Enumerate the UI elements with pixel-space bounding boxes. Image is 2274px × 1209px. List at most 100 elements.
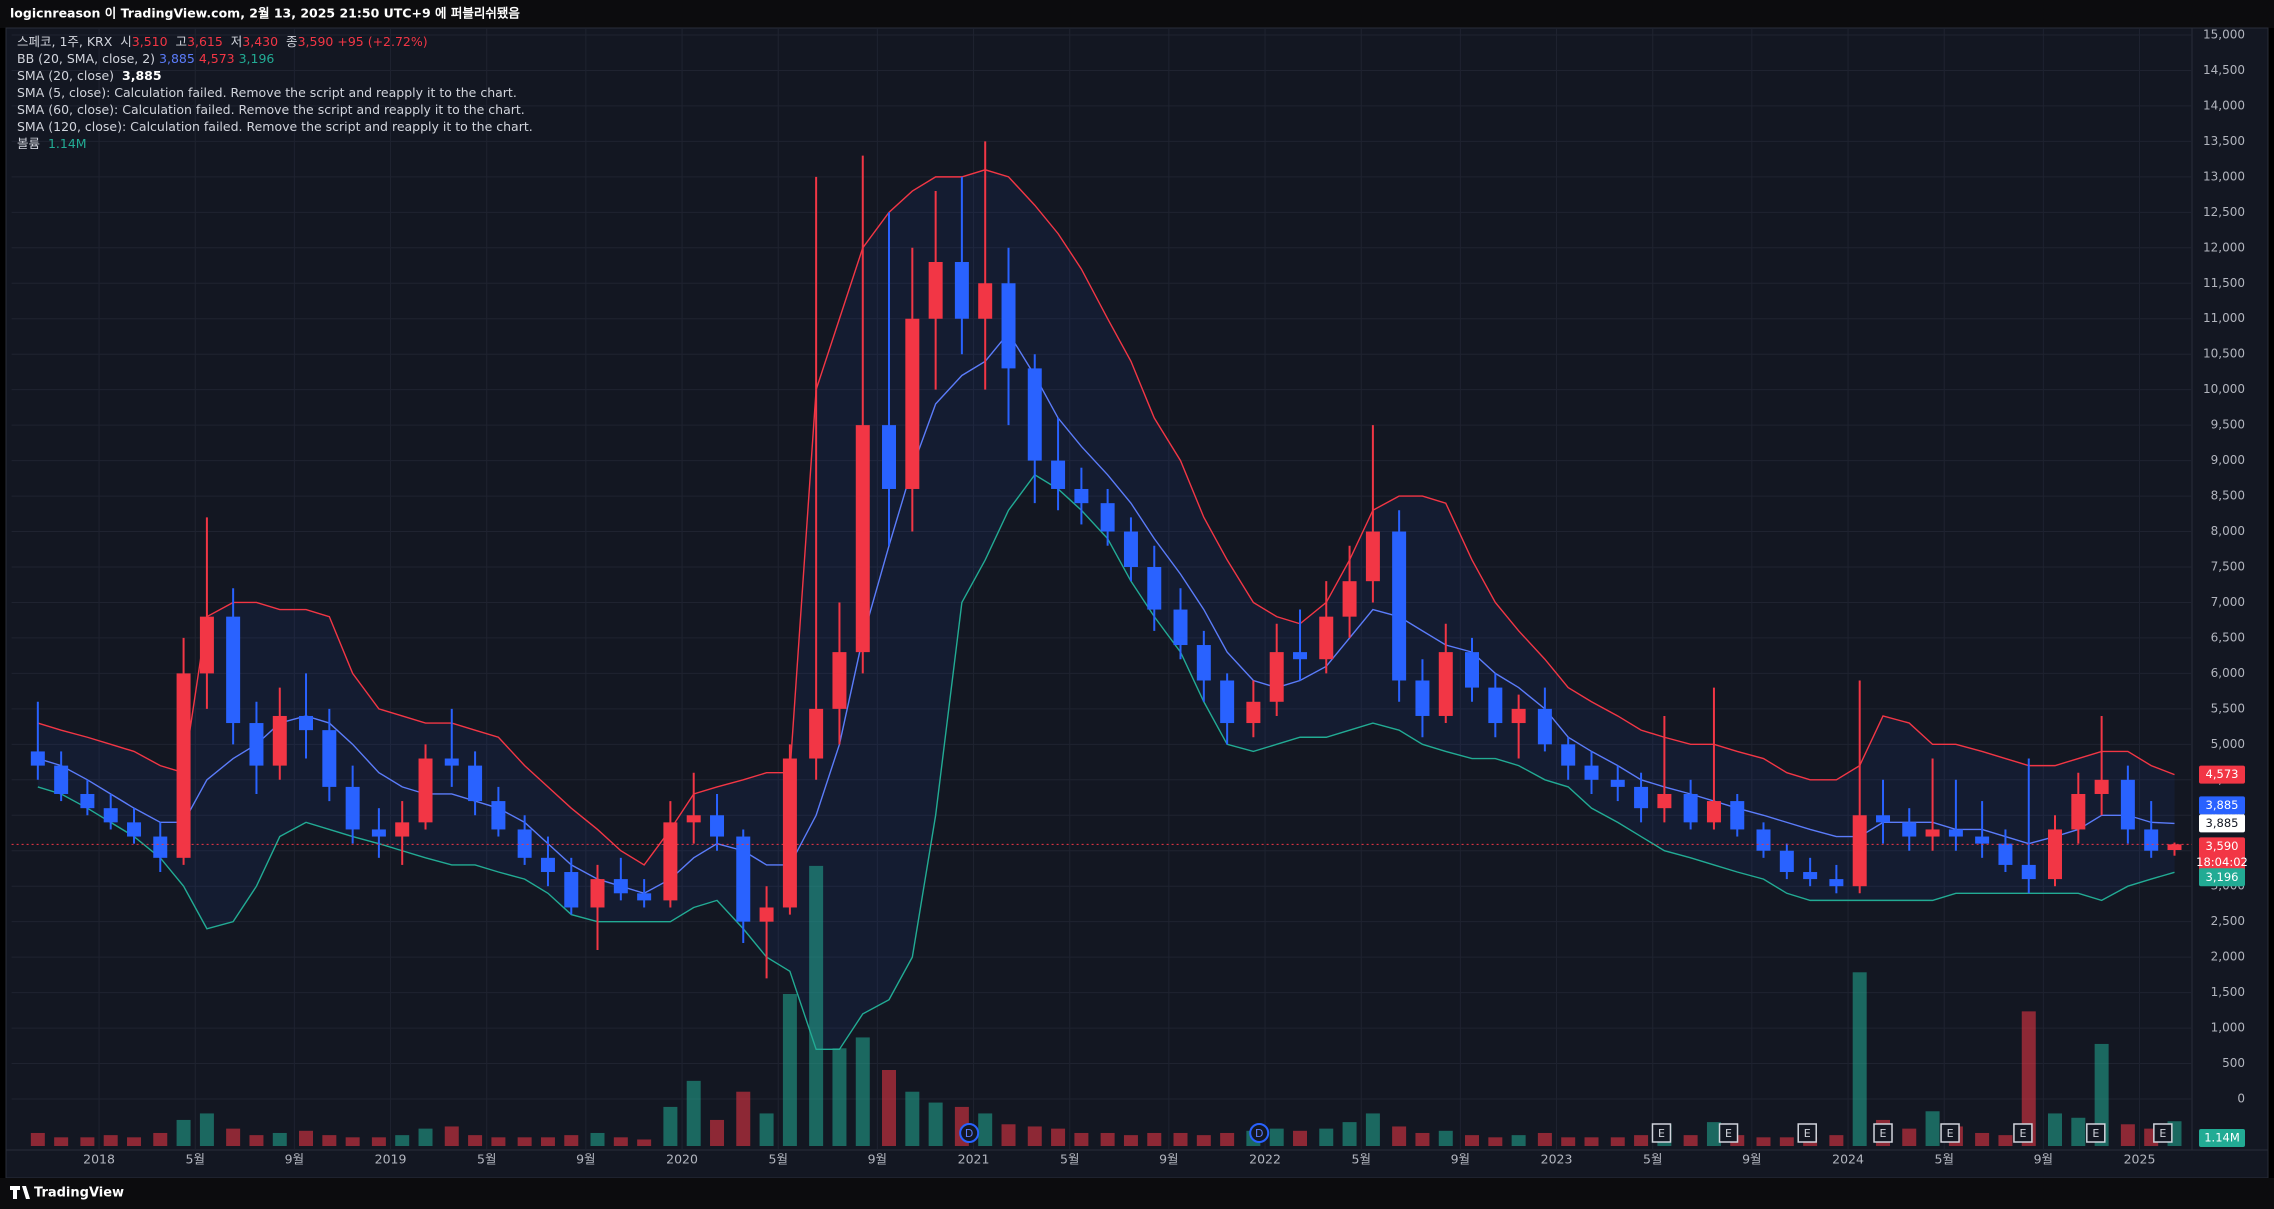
candle-body (2048, 829, 2062, 880)
x-tick-label: 9월 (2034, 1152, 2053, 1167)
candle-body (710, 815, 725, 837)
candle-body (1683, 793, 1698, 823)
candle-body (418, 758, 433, 823)
event-label: D (1255, 1127, 1263, 1140)
volume-bar (272, 1132, 287, 1146)
volume-bar (809, 865, 824, 1146)
volume-bar (2021, 1011, 2036, 1146)
candle-body (153, 836, 168, 858)
volume-bar (928, 1102, 943, 1146)
y-tick-label: 500 (2222, 1056, 2245, 1070)
volume-bar (978, 1113, 993, 1146)
candle-body (199, 616, 214, 674)
y-tick-label: 6,500 (2211, 630, 2245, 644)
volume-bar (468, 1135, 483, 1146)
volume-bar (1027, 1126, 1042, 1146)
volume-bar (1196, 1135, 1211, 1146)
y-tick-label: 1,500 (2211, 985, 2245, 999)
volume-bar (782, 994, 797, 1146)
volume-bar (1925, 1111, 1940, 1146)
candle-body (1610, 779, 1625, 787)
ohlc-value: 3,590 (297, 34, 334, 49)
candle-body (176, 673, 191, 858)
ohlc-prefix: 고 (175, 34, 188, 49)
candle-body (1561, 744, 1576, 766)
event-marker (1873, 1123, 1893, 1143)
volume-bar (444, 1126, 459, 1146)
candle-body (1365, 531, 1380, 582)
candle-body (371, 829, 386, 837)
volume-bar (491, 1137, 506, 1146)
volume-bar (2048, 1113, 2062, 1146)
candle-body (1803, 872, 1818, 880)
indicator: SMA (20, close) (17, 68, 115, 83)
candle-body (540, 857, 555, 873)
candle-body (1269, 652, 1284, 702)
volume-bar (1706, 1122, 1721, 1146)
volume-bar (1365, 1113, 1380, 1146)
candle-body (322, 730, 337, 787)
volume-bar (1779, 1137, 1794, 1146)
candle-body (1415, 680, 1430, 716)
legend-row: 스페코, 1주, KRX 시3,510 고3,615 저3,430 종3,590… (17, 33, 533, 50)
candle-body (2071, 793, 2086, 830)
x-tick-label: 2024 (1832, 1152, 1864, 1167)
candle-body (736, 836, 751, 922)
volume-bar (153, 1132, 168, 1146)
volume-bar (1610, 1137, 1625, 1146)
event-marker (1940, 1123, 1960, 1143)
x-tick-label: 5월 (1352, 1152, 1371, 1167)
upper-band-box-label: 4,573 (2206, 767, 2239, 781)
candle-body (1392, 531, 1407, 681)
candle-body (272, 715, 287, 766)
candle-body (564, 872, 579, 908)
volume-bar (710, 1119, 725, 1146)
basis-box (2199, 796, 2245, 815)
symbol: 스페코, 1주, KRX (17, 34, 113, 49)
volume-bar (637, 1139, 652, 1146)
indicator-value: 3,885 (159, 51, 195, 66)
volume-bar (1756, 1137, 1771, 1146)
candle-body (637, 893, 652, 901)
y-tick-label: 9,500 (2211, 418, 2245, 432)
candle-body (1196, 645, 1211, 681)
event-marker (959, 1123, 980, 1143)
volume-bar (1634, 1135, 1649, 1146)
y-tick-label: 13,500 (2203, 134, 2245, 148)
event-marker (2013, 1123, 2033, 1143)
volume-bar (1852, 972, 1867, 1146)
footer-brand: TradingView (34, 1186, 124, 1201)
indicator: SMA (60, close): Calculation failed. Rem… (17, 102, 525, 117)
legend-row: 볼륨 1.14M (17, 135, 533, 152)
y-tick-label: 15,000 (2203, 28, 2245, 42)
volume-bar (103, 1135, 118, 1146)
event-label: E (1880, 1127, 1887, 1140)
volume-bar (1001, 1124, 1016, 1146)
candle-body (299, 715, 314, 731)
x-tick-label: 2023 (1541, 1152, 1573, 1167)
volume-bar (855, 1037, 870, 1146)
candle-body (832, 652, 847, 709)
indicator: 볼륨 (17, 136, 41, 151)
x-tick-label: 2018 (83, 1152, 115, 1167)
candle-body (1657, 793, 1672, 809)
legend-row: SMA (60, close): Calculation failed. Rem… (17, 101, 533, 118)
event-marker (2086, 1123, 2106, 1143)
indicator-value: 3,885 (122, 68, 162, 83)
y-tick-label: 9,000 (2211, 453, 2245, 467)
candle-body (2120, 779, 2135, 830)
volume-bar (1269, 1128, 1284, 1146)
band-line (37, 331, 2175, 895)
volume-bar (395, 1135, 410, 1146)
event-label: E (2019, 1127, 2026, 1140)
plot-area (11, 28, 2192, 1150)
x-tick-label: 5월 (477, 1152, 496, 1167)
volume-bar (2120, 1124, 2135, 1146)
candle-body (1730, 801, 1745, 830)
volume-bar (322, 1135, 337, 1146)
volume-bar (517, 1137, 532, 1146)
y-tick-label: 13,000 (2203, 169, 2245, 183)
y-tick-label: 10,500 (2203, 347, 2245, 361)
legend-row: SMA (120, close): Calculation failed. Re… (17, 118, 533, 135)
